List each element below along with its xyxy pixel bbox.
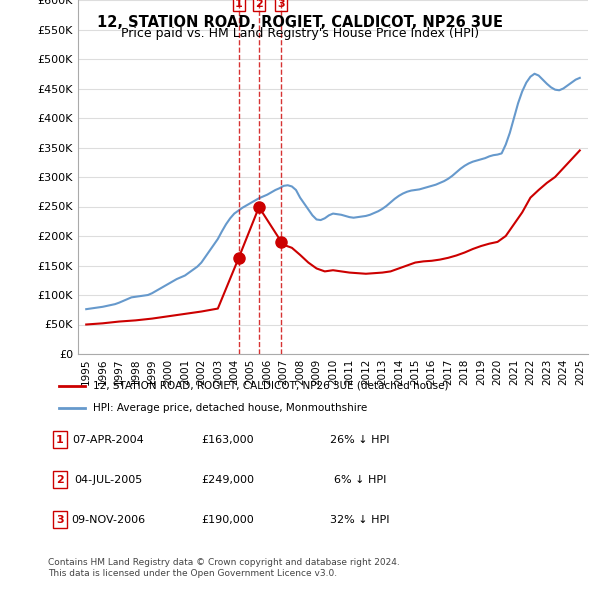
Text: HPI: Average price, detached house, Monmouthshire: HPI: Average price, detached house, Monm… [93,403,367,413]
Text: 04-JUL-2005: 04-JUL-2005 [74,475,142,484]
Text: 09-NOV-2006: 09-NOV-2006 [71,515,145,525]
Text: £249,000: £249,000 [202,475,254,484]
Text: 3: 3 [56,515,64,525]
Text: 1: 1 [56,435,64,444]
Text: 32% ↓ HPI: 32% ↓ HPI [330,515,390,525]
Text: 2: 2 [56,475,64,484]
Text: 6% ↓ HPI: 6% ↓ HPI [334,475,386,484]
Text: 3: 3 [278,0,285,9]
Text: 12, STATION ROAD, ROGIET, CALDICOT, NP26 3UE: 12, STATION ROAD, ROGIET, CALDICOT, NP26… [97,15,503,30]
Text: This data is licensed under the Open Government Licence v3.0.: This data is licensed under the Open Gov… [48,569,337,578]
Text: 1: 1 [235,0,242,9]
Text: 2: 2 [255,0,263,9]
Text: Contains HM Land Registry data © Crown copyright and database right 2024.: Contains HM Land Registry data © Crown c… [48,558,400,566]
Text: 26% ↓ HPI: 26% ↓ HPI [330,435,390,444]
Text: 07-APR-2004: 07-APR-2004 [72,435,144,444]
Text: Price paid vs. HM Land Registry's House Price Index (HPI): Price paid vs. HM Land Registry's House … [121,27,479,40]
Text: £190,000: £190,000 [202,515,254,525]
Text: £163,000: £163,000 [202,435,254,444]
Text: 12, STATION ROAD, ROGIET, CALDICOT, NP26 3UE (detached house): 12, STATION ROAD, ROGIET, CALDICOT, NP26… [93,381,448,391]
